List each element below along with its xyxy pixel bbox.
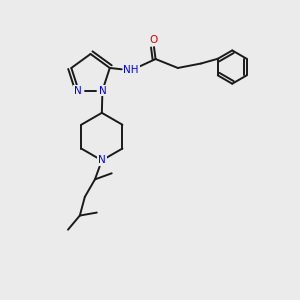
Text: NH: NH — [123, 65, 139, 75]
Text: N: N — [98, 155, 106, 165]
Text: O: O — [149, 35, 157, 45]
Text: N: N — [74, 85, 82, 96]
Text: N: N — [99, 85, 107, 96]
